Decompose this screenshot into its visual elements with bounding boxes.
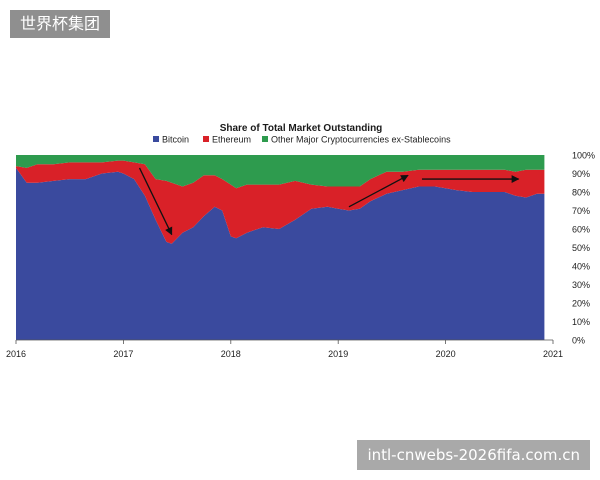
y-tick-label: 0%	[572, 336, 585, 346]
legend-label-other-major-cryptocurrencies-ex-stablecoins: Other Major Cryptocurrencies ex-Stableco…	[271, 135, 451, 145]
x-tick-label: 2019	[328, 349, 348, 359]
legend-swatch-bitcoin	[153, 136, 159, 142]
x-tick-label: 2018	[221, 349, 241, 359]
annotation-arrows	[138, 167, 520, 236]
x-tick-label: 2016	[6, 349, 26, 359]
chart-legend: Bitcoin Ethereum Other Major Cryptocurrenc…	[153, 135, 451, 145]
y-tick-label: 10%	[572, 317, 590, 327]
plot-area	[16, 155, 545, 340]
y-axis: 0% 10% 20% 30% 40% 50% 60% 70% 80% 90% 100%	[572, 151, 595, 346]
legend-swatch-ethereum	[203, 136, 209, 142]
x-tick-label: 2021	[543, 349, 563, 359]
y-tick-label: 70%	[572, 206, 590, 216]
y-tick-label: 50%	[572, 243, 590, 253]
x-tick-label: 2020	[436, 349, 456, 359]
y-tick-label: 60%	[572, 225, 590, 235]
chart-title: Share of Total Market Outstanding	[220, 123, 383, 134]
trend-arrow	[348, 174, 409, 208]
trend-arrow	[138, 167, 173, 236]
legend-label-bitcoin: Bitcoin	[162, 135, 189, 145]
y-tick-label: 40%	[572, 262, 590, 272]
area-bitcoin	[16, 167, 545, 340]
top-watermark: 世界杯集团	[10, 10, 111, 38]
legend-swatch-other-major-cryptocurrencies-ex-stablecoins	[262, 136, 268, 142]
y-tick-label: 30%	[572, 280, 590, 290]
bottom-watermark: intl-cnwebs-2026fifa.com.cn	[357, 440, 590, 470]
legend-label-ethereum: Ethereum	[212, 135, 251, 145]
y-tick-label: 80%	[572, 188, 590, 198]
x-axis: 2016 2017 2018 2019 2020 2021	[6, 339, 563, 359]
y-tick-label: 20%	[572, 299, 590, 309]
area-ethereum	[16, 160, 545, 244]
x-tick-label: 2017	[113, 349, 133, 359]
y-tick-label: 90%	[572, 169, 590, 179]
y-tick-label: 100%	[572, 151, 595, 161]
area-other-major-cryptocurrencies-ex-stablecoins	[16, 155, 545, 189]
